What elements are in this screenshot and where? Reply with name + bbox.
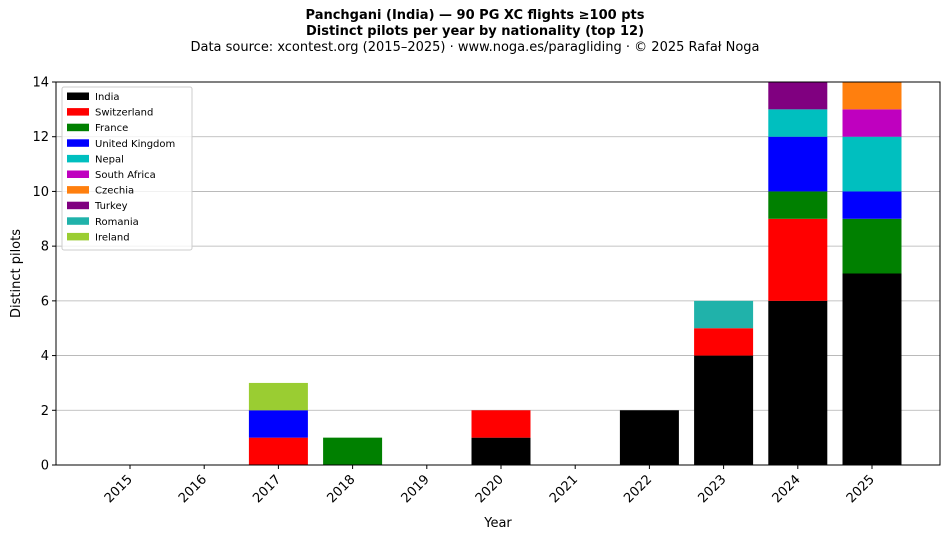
legend-label: France: [95, 123, 128, 134]
legend-swatch: [67, 139, 89, 147]
y-tick-label: 0: [41, 459, 49, 474]
legend-label: Romania: [95, 217, 139, 228]
bar-segment: [248, 410, 308, 438]
x-tick-label: 2019: [399, 472, 433, 506]
y-tick-label: 4: [41, 349, 49, 364]
legend: India Switzerland France United Kingdom Nepa…: [61, 86, 193, 251]
legend-label: United Kingdom: [95, 139, 175, 150]
chart-titles: Panchgani (India) — 90 PG XC flights ≥10…: [0, 8, 950, 56]
bars: [248, 82, 902, 465]
chart-subtitle: Distinct pilots per year by nationality …: [305, 24, 645, 39]
bar-segment: [471, 437, 531, 465]
y-tick-label: 14: [32, 76, 49, 91]
bar-segment: [842, 273, 902, 465]
x-tick-label: 2025: [844, 472, 878, 506]
bar-segment: [768, 218, 828, 301]
x-tick-label: 2021: [547, 472, 581, 506]
legend-swatch: [67, 170, 89, 178]
legend-swatch: [67, 108, 89, 116]
bar-segment: [323, 437, 383, 465]
bar-segment: [694, 328, 754, 356]
bar-segment: [768, 136, 828, 192]
bar-segment: [842, 218, 902, 274]
bar-segment: [768, 191, 828, 219]
x-tick-label: 2017: [250, 472, 284, 506]
bar-segment: [842, 136, 902, 192]
legend-swatch: [67, 123, 89, 132]
bar-segment: [768, 109, 828, 137]
legend-swatch: [67, 154, 89, 163]
legend-label: Ireland: [95, 232, 130, 243]
legend-swatch: [67, 186, 89, 194]
chart-source: Data source: xcontest.org (2015–2025) · …: [190, 40, 760, 55]
bar-segment: [842, 191, 902, 219]
bar-segment: [842, 109, 902, 137]
y-axis-label: Distinct pilots: [9, 229, 24, 318]
legend-label: Turkey: [94, 201, 128, 212]
bar-segment: [619, 410, 679, 465]
legend-swatch: [67, 232, 89, 241]
x-tick-label: 2022: [621, 472, 655, 506]
y-tick-label: 10: [32, 185, 49, 200]
x-tick-label: 2020: [473, 472, 507, 506]
legend-label: India: [95, 92, 120, 103]
y-tick-label: 2: [41, 404, 49, 419]
bar-segment: [248, 382, 308, 411]
legend-label: Nepal: [95, 154, 124, 165]
plot-frame: [55, 81, 941, 466]
x-axis-label: Year: [483, 516, 512, 531]
chart-title: Panchgani (India) — 90 PG XC flights ≥10…: [305, 8, 645, 23]
y-tick-label: 8: [41, 240, 49, 255]
y-tick-label: 12: [32, 130, 49, 145]
legend-swatch: [67, 92, 89, 100]
bar-segment: [694, 355, 754, 465]
bar-segment: [471, 410, 531, 438]
bar-segment: [768, 300, 828, 465]
legend-swatch: [67, 217, 89, 225]
x-tick-label: 2016: [176, 472, 210, 506]
x-tick-label: 2024: [770, 472, 804, 506]
x-tick-label: 2023: [695, 472, 729, 506]
bar-segment: [248, 437, 308, 465]
legend-label: Czechia: [95, 186, 134, 197]
y-tick-label: 6: [41, 294, 49, 309]
x-tick-label: 2015: [102, 472, 136, 506]
legend-label: Switzerland: [95, 108, 153, 119]
x-tick-label: 2018: [324, 472, 358, 506]
legend-swatch: [67, 201, 89, 210]
legend-box: [61, 86, 193, 251]
bar-segment: [842, 82, 902, 110]
legend-label: South Africa: [95, 170, 156, 181]
bar-segment: [768, 82, 828, 110]
bar-segment: [694, 300, 754, 329]
